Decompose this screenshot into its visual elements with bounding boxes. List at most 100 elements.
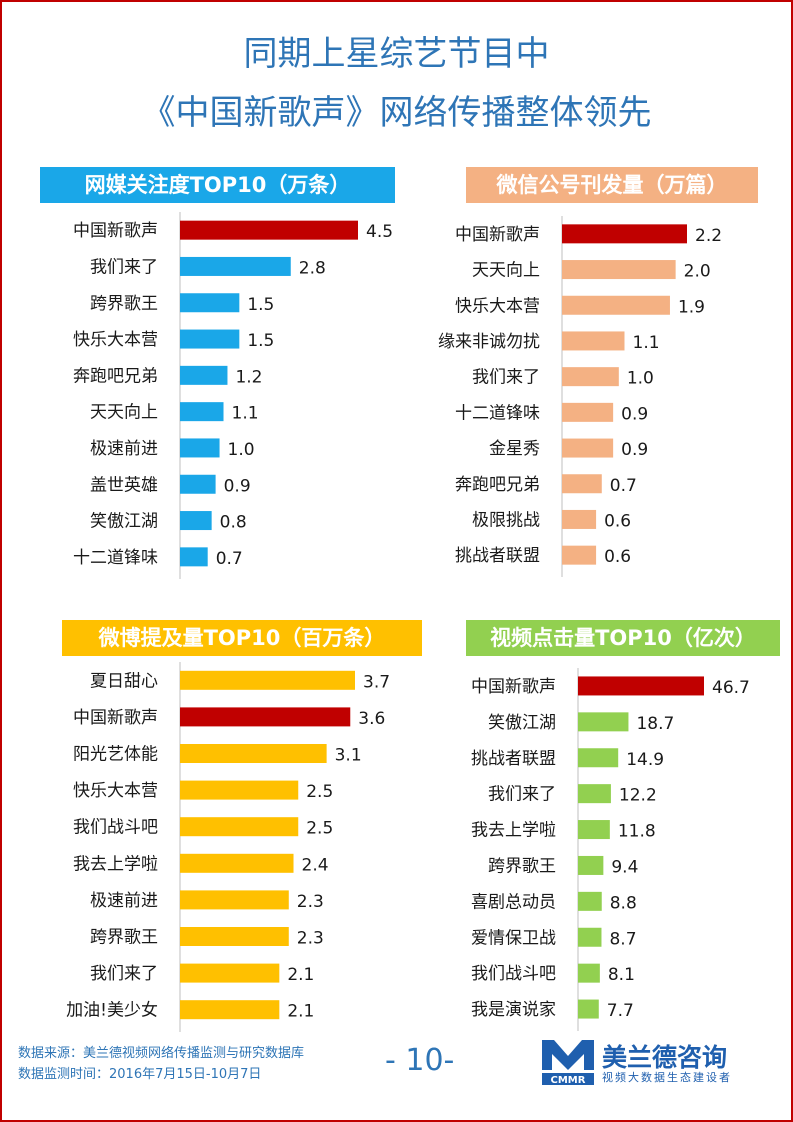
category-label: 极速前进 <box>90 439 158 459</box>
panel-header-video: 视频点击量TOP10（亿次） <box>466 620 780 656</box>
category-label: 挑战者联盟 <box>455 546 540 566</box>
category-label: 天天向上 <box>472 261 540 281</box>
value-label: 2.5 <box>306 819 333 839</box>
category-label: 爱情保卫战 <box>471 928 556 948</box>
bar <box>562 331 625 351</box>
logo-name: 美兰德咨询 <box>602 1043 728 1072</box>
value-label: 7.7 <box>607 1001 634 1021</box>
category-label: 极速前进 <box>90 891 158 911</box>
category-label: 快乐大本营 <box>455 296 540 316</box>
value-label: 0.9 <box>621 404 648 424</box>
logo-tagline: 视频大数据生态建设者 <box>602 1071 732 1084</box>
category-label: 奔跑吧兄弟 <box>73 366 158 386</box>
bar <box>562 509 597 529</box>
bar <box>578 855 604 875</box>
bar <box>180 1000 280 1020</box>
value-label: 8.7 <box>609 929 636 949</box>
chart-wechat-svg: 中国新歌声 2.2 天天向上 2.0 快乐大本营 1.9 缘来非诚勿扰 1.1 我们来了 1.0 十… <box>438 216 722 577</box>
bar <box>562 438 614 458</box>
value-label: 12.2 <box>619 786 657 806</box>
bar <box>180 963 280 983</box>
value-label: 3.1 <box>335 746 362 766</box>
category-label: 我们战斗吧 <box>471 964 556 984</box>
category-label: 跨界歌王 <box>488 856 556 876</box>
footer-period: 数据监测时间：2016年7月15日-10月7日 <box>18 1067 262 1082</box>
category-label: 加油!美少女 <box>66 1001 158 1021</box>
value-label: 0.6 <box>604 547 631 567</box>
chart-web-media-svg: 中国新歌声 4.5 我们来了 2.8 跨界歌王 1.5 快乐大本营 1.5 奔跑吧兄弟 1.2 天天… <box>73 212 393 579</box>
page-title-line1: 同期上星综艺节目中 <box>243 34 550 74</box>
category-label: 金星秀 <box>489 439 540 459</box>
category-label: 我是演说家 <box>471 1000 556 1020</box>
value-label: 1.0 <box>627 369 654 389</box>
value-label: 1.2 <box>235 367 262 387</box>
chart-video-svg: 中国新歌声 46.7 笑傲江湖 18.7 挑战者联盟 14.9 我们来了 12.2 我去上学啦 1… <box>471 668 750 1031</box>
value-label: 3.6 <box>358 709 385 729</box>
value-label: 2.3 <box>297 929 324 949</box>
bar <box>180 329 240 349</box>
cmmr-logo-icon: CMMR <box>542 1040 594 1086</box>
logo-mark-text: CMMR <box>551 1075 586 1086</box>
bar <box>180 293 240 313</box>
category-label: 笑傲江湖 <box>90 512 158 532</box>
footer-source: 数据来源：美兰德视频网络传播监测与研究数据库 <box>18 1046 305 1061</box>
bar <box>578 927 602 947</box>
bar <box>180 670 355 690</box>
value-label: 0.7 <box>610 476 637 496</box>
bar <box>578 676 704 696</box>
page-number: - 10- <box>385 1043 455 1078</box>
bar <box>562 295 670 315</box>
value-label: 14.9 <box>626 750 664 770</box>
bar <box>578 963 600 983</box>
bar <box>180 511 212 531</box>
value-label: 4.5 <box>366 222 393 242</box>
value-label: 0.9 <box>621 440 648 460</box>
chart-web-media: 中国新歌声 4.5 我们来了 2.8 跨界歌王 1.5 快乐大本营 1.5 奔跑吧兄弟 1.2 天天… <box>30 212 400 579</box>
bar <box>562 224 687 244</box>
value-label: 0.8 <box>220 513 247 533</box>
category-label: 中国新歌声 <box>471 677 556 697</box>
category-label: 我们战斗吧 <box>73 818 158 838</box>
panel-header-weibo: 微博提及量TOP10（百万条） <box>62 620 422 656</box>
category-label: 跨界歌王 <box>90 294 158 314</box>
value-label: 2.5 <box>306 782 333 802</box>
bar <box>180 780 299 800</box>
bar <box>578 712 629 732</box>
value-label: 1.5 <box>247 331 274 351</box>
bar <box>578 820 610 840</box>
value-label: 2.4 <box>302 855 329 875</box>
category-label: 中国新歌声 <box>73 221 158 241</box>
value-label: 2.0 <box>684 262 711 282</box>
value-label: 18.7 <box>636 714 674 734</box>
category-label: 中国新歌声 <box>73 708 158 728</box>
bar <box>578 999 599 1019</box>
bar <box>562 367 619 387</box>
logo: CMMR 美兰德咨询 视频大数据生态建设者 <box>540 1038 760 1088</box>
category-label: 奔跑吧兄弟 <box>455 475 540 495</box>
value-label: 1.1 <box>232 404 259 424</box>
category-label: 阳光艺体能 <box>73 745 158 765</box>
panel-header-wechat: 微信公号刊发量（万篇） <box>466 167 758 203</box>
bar <box>578 784 611 804</box>
category-label: 笑傲江湖 <box>488 713 556 733</box>
category-label: 极限挑战 <box>472 510 540 530</box>
category-label: 天天向上 <box>90 403 158 423</box>
bar <box>180 890 289 910</box>
bar <box>562 402 614 422</box>
category-label: 我们来了 <box>488 785 556 805</box>
value-label: 2.3 <box>297 892 324 912</box>
category-label: 快乐大本营 <box>73 781 158 801</box>
category-label: 我去上学啦 <box>73 854 158 874</box>
category-label: 十二道锋味 <box>73 548 158 568</box>
bar <box>578 748 619 768</box>
category-label: 我去上学啦 <box>471 821 556 841</box>
bar <box>562 545 597 565</box>
category-label: 喜剧总动员 <box>471 892 556 912</box>
value-label: 1.5 <box>247 295 274 315</box>
value-label: 1.9 <box>678 297 705 317</box>
value-label: 0.7 <box>216 549 243 569</box>
category-label: 挑战者联盟 <box>471 749 556 769</box>
bar <box>180 474 216 494</box>
page-title-line2: 《中国新歌声》网络传播整体领先 <box>141 93 652 133</box>
value-label: 1.0 <box>228 440 255 460</box>
